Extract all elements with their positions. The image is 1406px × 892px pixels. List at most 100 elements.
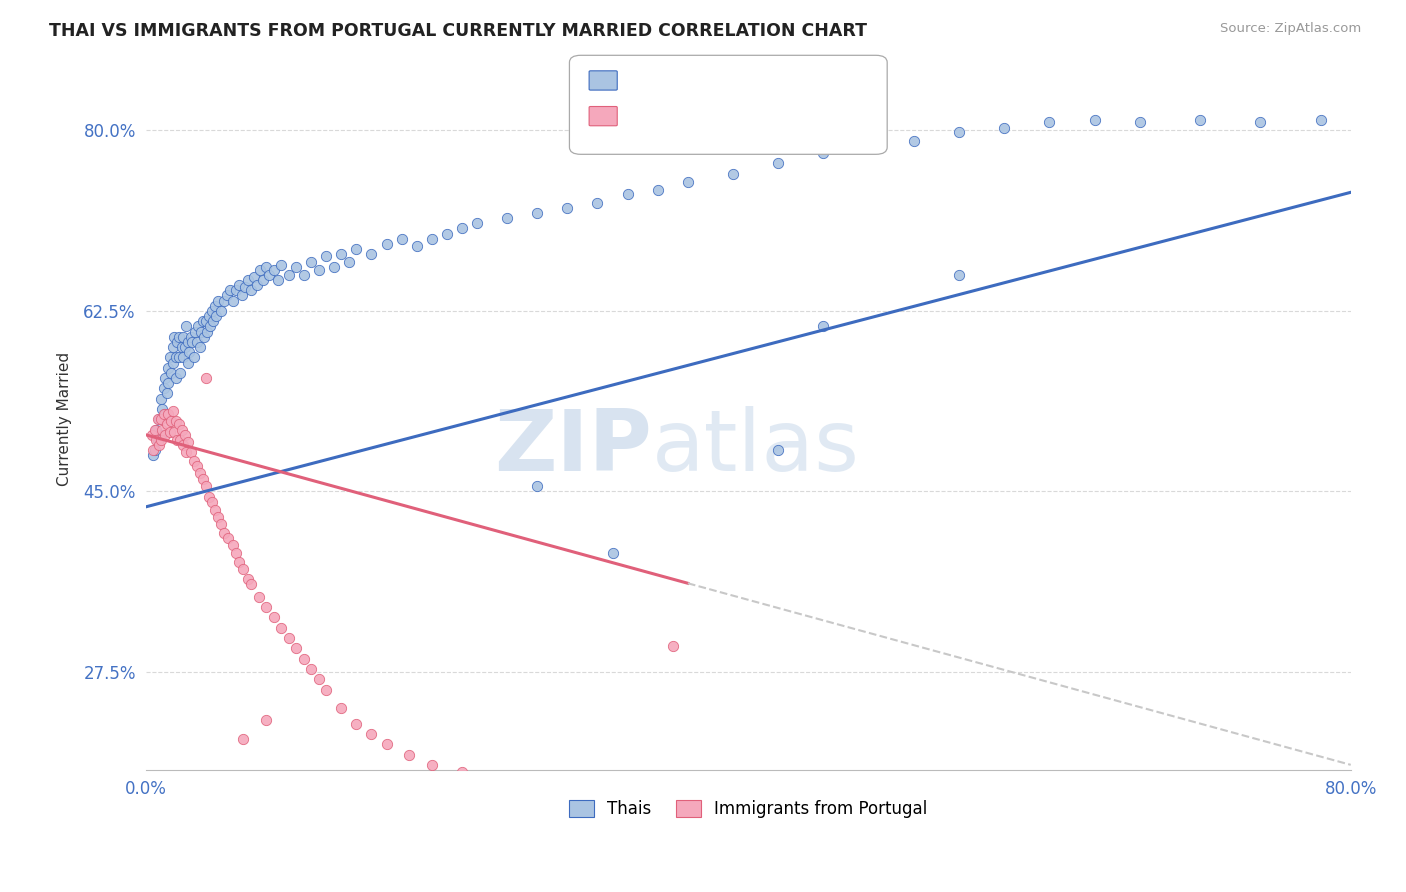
Point [163,425,186,439]
Point [436,227,458,241]
Point [152,381,174,395]
Point [194,314,217,328]
Point [153,407,176,421]
Point [173,340,195,354]
Point [451,765,474,780]
Point [232,732,254,747]
Point [228,278,250,293]
Point [159,425,181,439]
Point [360,247,382,261]
Text: atlas: atlas [652,406,859,489]
Point [166,433,188,447]
Point [322,260,344,274]
Point [194,371,217,385]
Point [167,417,190,432]
Point [405,239,427,253]
Point [586,195,609,210]
Point [270,621,292,635]
Point [180,445,202,459]
Point [153,427,176,442]
Point [254,600,277,615]
Point [212,293,235,308]
Point [247,590,270,604]
Point [184,325,207,339]
Point [602,799,624,814]
Point [180,330,202,344]
Point [149,412,172,426]
Point [993,121,1015,136]
Point [277,631,299,645]
Point [204,503,226,517]
Point [308,262,330,277]
Point [496,211,519,226]
Point [148,412,170,426]
Point [948,268,970,282]
Point [141,427,163,442]
Point [160,414,183,428]
Text: R =   0.581   N = 115: R = 0.581 N = 115 [621,70,800,87]
Legend: Thais, Immigrants from Portugal: Thais, Immigrants from Portugal [562,793,935,825]
Point [346,716,368,731]
Point [186,334,208,349]
Point [217,531,239,545]
Point [150,423,173,437]
Point [225,283,247,297]
Point [254,714,277,728]
Point [170,423,193,437]
Point [243,269,266,284]
Point [172,330,194,344]
Point [346,242,368,256]
Point [375,737,398,751]
Point [519,781,541,796]
Point [240,577,263,591]
Point [165,414,187,428]
Point [813,146,835,161]
Point [222,293,245,308]
Point [526,206,548,220]
Point [179,345,201,359]
Point [165,351,187,365]
Point [246,278,269,293]
Point [159,351,181,365]
Point [647,183,669,197]
Text: Source: ZipAtlas.com: Source: ZipAtlas.com [1220,22,1361,36]
Point [188,466,211,480]
Point [201,495,224,509]
Point [391,232,413,246]
Point [277,268,299,282]
Point [169,366,191,380]
Point [143,423,166,437]
Point [201,304,224,318]
Point [330,247,353,261]
Point [1084,113,1107,128]
Point [676,175,699,189]
Y-axis label: Currently Married: Currently Married [58,352,72,486]
Point [169,433,191,447]
Point [174,319,197,334]
Point [142,448,165,462]
Point [149,427,172,442]
Point [142,443,165,458]
Point [162,340,184,354]
Point [212,525,235,540]
Point [231,288,253,302]
Point [222,538,245,552]
Point [167,351,190,365]
Point [236,273,259,287]
Point [193,330,215,344]
Point [257,268,280,282]
Point [173,427,195,442]
Point [172,351,194,365]
Point [1189,113,1212,128]
Point [153,371,176,385]
Point [197,490,219,504]
Point [465,216,488,230]
Point [398,747,420,762]
Point [191,472,214,486]
Point [420,757,443,772]
Point [308,672,330,686]
Point [181,334,204,349]
Point [166,334,188,349]
Point [157,360,180,375]
Point [150,401,173,416]
